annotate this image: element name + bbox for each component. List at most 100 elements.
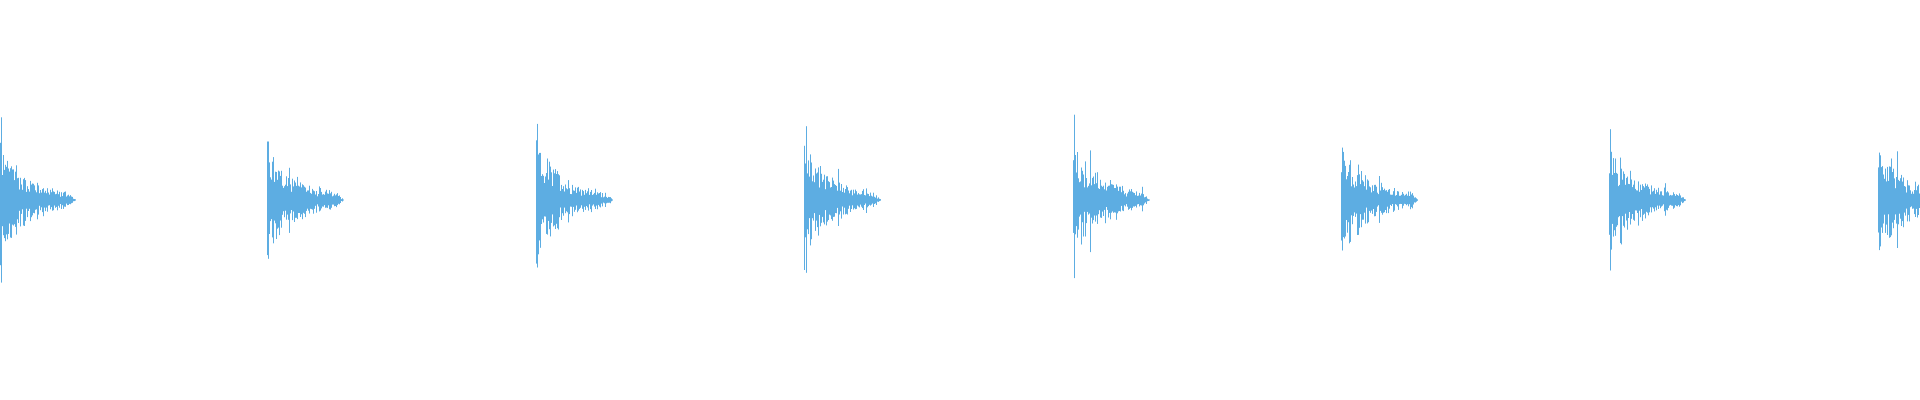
- waveform-sample-column: [1097, 172, 1098, 224]
- waveform-sample-column: [311, 193, 312, 210]
- waveform-sample-column: [577, 187, 578, 213]
- waveform-sample-column: [1354, 187, 1355, 213]
- waveform-sample-column: [310, 192, 311, 209]
- waveform-sample-column: [1609, 173, 1610, 235]
- waveform-sample-column: [1396, 195, 1397, 205]
- waveform-sample-column: [1661, 191, 1662, 207]
- waveform-sample-column: [8, 168, 9, 234]
- waveform-sample-column: [1144, 197, 1145, 204]
- waveform-sample-column: [573, 190, 574, 207]
- waveform-sample-column: [1082, 170, 1083, 223]
- waveform-sample-column: [822, 181, 823, 217]
- waveform-sample-column: [300, 182, 301, 217]
- waveform-sample-column: [32, 183, 33, 216]
- waveform-sample-column: [1620, 157, 1621, 244]
- waveform-sample-column: [1417, 199, 1418, 201]
- waveform-sample-column: [1657, 192, 1658, 206]
- waveform-sample-column: [1652, 191, 1653, 208]
- waveform-sample-column: [336, 194, 337, 208]
- waveform-sample-column: [1105, 182, 1106, 224]
- waveform-sample-column: [1124, 194, 1125, 206]
- waveform-sample-column: [596, 194, 597, 206]
- waveform-sample-column: [574, 190, 575, 212]
- waveform-sample-column: [13, 169, 14, 226]
- waveform-sample-column: [322, 194, 323, 207]
- waveform-sample-column: [1672, 195, 1673, 206]
- waveform-sample-column: [1630, 170, 1631, 225]
- waveform-sample-column: [857, 194, 858, 206]
- waveform-sample-column: [853, 189, 854, 210]
- waveform-sample-column: [74, 199, 75, 202]
- waveform-sample-column: [818, 167, 819, 236]
- waveform-sample-column: [601, 197, 602, 204]
- waveform-sample-column: [540, 152, 541, 248]
- waveform-sample-column: [1908, 185, 1909, 215]
- waveform-sample-column: [1406, 193, 1407, 206]
- waveform-sample-column: [842, 192, 843, 207]
- waveform-bursts: [0, 114, 1920, 283]
- waveform-sample-column: [26, 191, 27, 209]
- waveform-sample-column: [1090, 150, 1091, 253]
- waveform-sample-column: [1881, 167, 1882, 228]
- waveform-sample-column: [1362, 180, 1363, 220]
- waveform-sample-column: [268, 141, 269, 259]
- waveform-sample-column: [1671, 195, 1672, 206]
- waveform-sample-column: [1415, 197, 1416, 203]
- waveform-sample-column: [340, 197, 341, 203]
- waveform-sample-column: [848, 190, 849, 209]
- waveform-sample-column: [1149, 199, 1150, 201]
- waveform-sample-column: [1885, 168, 1886, 233]
- waveform-sample-column: [72, 196, 73, 203]
- waveform-sample-column: [1142, 186, 1143, 212]
- waveform-sample-column: [305, 187, 306, 218]
- waveform-sample-column: [1404, 195, 1405, 204]
- waveform-sample-column: [1358, 164, 1359, 235]
- waveform-sample-column: [1374, 184, 1375, 217]
- waveform-sample-column: [1400, 195, 1401, 204]
- waveform-sample-column: [809, 176, 810, 219]
- waveform-sample-column: [309, 185, 310, 214]
- waveform-sample-column: [1409, 196, 1410, 205]
- waveform-sample-column: [51, 192, 52, 208]
- waveform-sample-column: [267, 141, 268, 256]
- waveform-sample-column: [1648, 186, 1649, 216]
- waveform-sample-column: [569, 188, 570, 215]
- waveform-sample-column: [1343, 151, 1344, 238]
- waveform-sample-column: [852, 195, 853, 206]
- waveform-sample-column: [581, 195, 582, 206]
- waveform-sample-column: [554, 173, 555, 226]
- waveform-sample-column: [1356, 186, 1357, 214]
- waveform-burst: [267, 141, 344, 259]
- waveform-sample-column: [1660, 191, 1661, 209]
- waveform-sample-column: [1148, 199, 1149, 201]
- waveform-sample-column: [42, 189, 43, 213]
- waveform-sample-column: [1080, 181, 1081, 215]
- waveform-sample-column: [1682, 197, 1683, 204]
- waveform-sample-column: [812, 181, 813, 219]
- waveform-sample-column: [1125, 193, 1126, 207]
- waveform-sample-column: [1096, 183, 1097, 216]
- waveform-sample-column: [570, 194, 571, 207]
- waveform-sample-column: [1658, 187, 1659, 209]
- waveform-sample-column: [67, 195, 68, 206]
- waveform-sample-column: [582, 189, 583, 209]
- waveform-sample-column: [1375, 184, 1376, 217]
- waveform-sample-column: [1141, 193, 1142, 206]
- waveform-sample-column: [1359, 174, 1360, 228]
- waveform-sample-column: [43, 188, 44, 217]
- waveform-sample-column: [541, 176, 542, 224]
- waveform-sample-column: [586, 193, 587, 206]
- waveform-sample-column: [1892, 172, 1893, 223]
- waveform-sample-column: [1353, 184, 1354, 216]
- waveform-sample-column: [53, 191, 54, 211]
- waveform-sample-column: [289, 167, 290, 233]
- waveform-sample-column: [607, 197, 608, 203]
- waveform-sample-column: [1379, 176, 1380, 223]
- waveform-sample-column: [1134, 193, 1135, 207]
- waveform-sample-column: [1116, 184, 1117, 220]
- waveform-sample-column: [1094, 184, 1095, 216]
- waveform-sample-column: [1143, 194, 1144, 206]
- waveform-sample-column: [288, 178, 289, 220]
- waveform-sample-column: [1900, 178, 1901, 219]
